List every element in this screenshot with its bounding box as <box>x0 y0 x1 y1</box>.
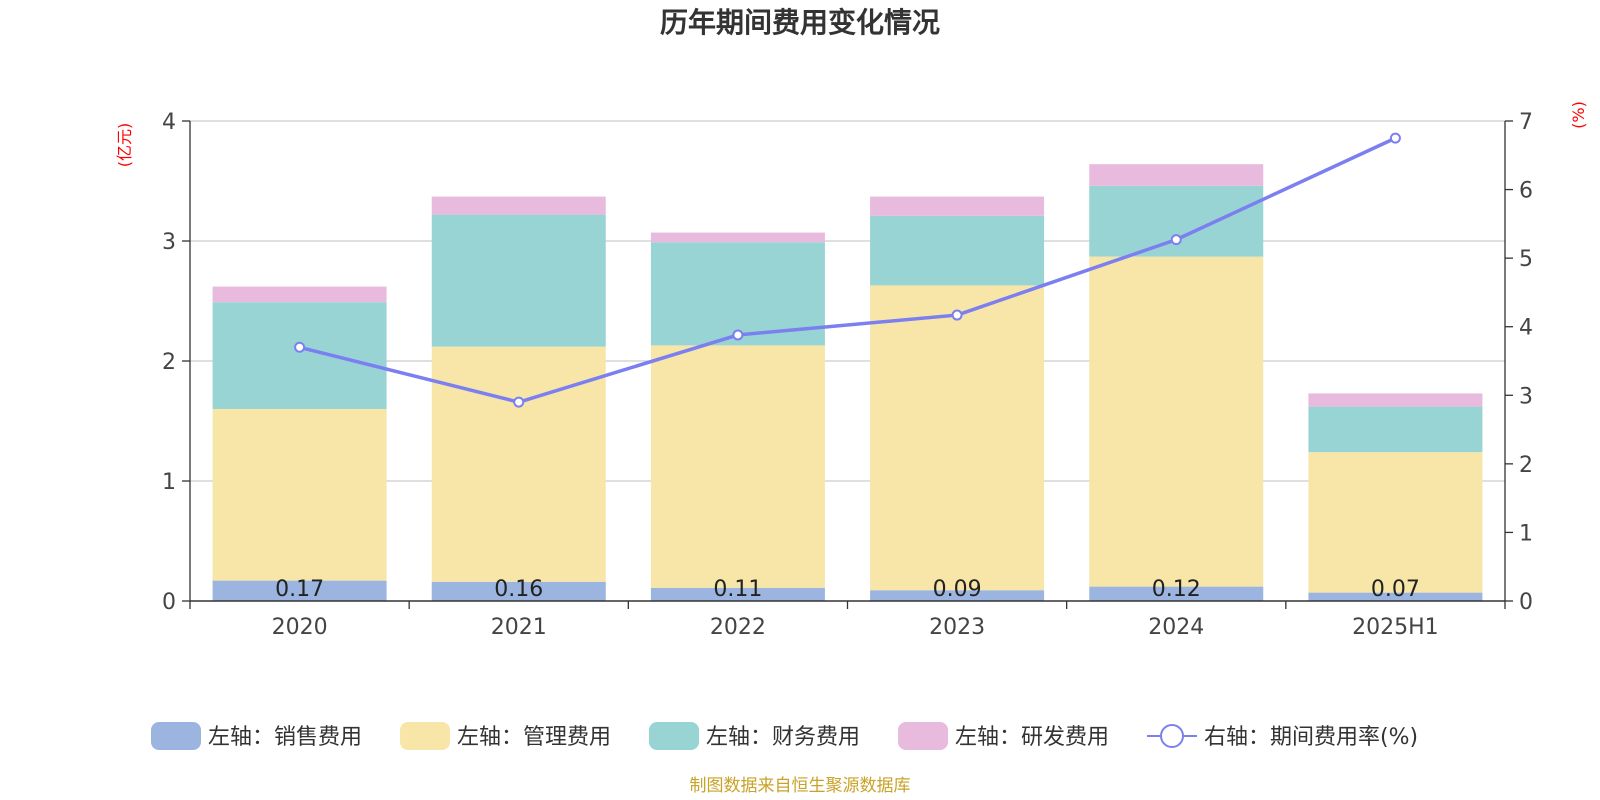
x-axis-tick-label: 2024 <box>1148 615 1204 640</box>
legend-label: 左轴：研发费用 <box>955 725 1109 750</box>
bar-segment <box>212 286 387 303</box>
bar-data-label: 0.09 <box>933 577 982 602</box>
bar-segment <box>212 302 387 409</box>
legend-label: 左轴：销售费用 <box>208 725 362 750</box>
bar-segment <box>1308 393 1483 407</box>
bar-stacks <box>212 164 1483 601</box>
bar-segment <box>650 232 825 243</box>
axes: 0 1 2 3 4 0 1 2 3 4 5 6 7 2020 2021 2022 2023 2024 2025H1 <box>162 110 1533 640</box>
x-axis-tick-label: 2023 <box>929 615 985 640</box>
x-axis-tick-label: 2020 <box>272 615 328 640</box>
bar-segment <box>431 196 606 215</box>
bar-segment <box>870 590 1045 601</box>
bar-segment <box>1089 256 1264 587</box>
legend: 左轴：销售费用 左轴：管理费用 左轴：财务费用 左轴：研发费用 右轴：期间费用率(%) <box>151 722 1418 750</box>
line-point <box>513 396 525 408</box>
left-axis-tick-label: 4 <box>162 110 176 135</box>
bar-data-label: 0.11 <box>713 577 762 602</box>
legend-swatch <box>898 722 948 750</box>
x-axis-tick-label: 2021 <box>491 615 547 640</box>
bar-data-label: 0.17 <box>275 577 324 602</box>
bar-data-label: 0.07 <box>1371 577 1420 602</box>
line-point <box>1170 234 1182 246</box>
right-axis-tick-label: 4 <box>1519 316 1533 341</box>
left-axis-unit: (亿元) <box>115 123 134 168</box>
bar-segment <box>1308 452 1483 593</box>
bar-segment <box>1308 406 1483 453</box>
legend-label: 右轴：期间费用率(%) <box>1204 725 1418 750</box>
bar-segment <box>650 345 825 588</box>
bar-segment <box>1089 164 1264 186</box>
x-axis-tick-label: 2025H1 <box>1352 615 1439 640</box>
legend-label: 左轴：财务费用 <box>706 725 860 750</box>
right-axis-tick-label: 2 <box>1519 453 1533 478</box>
right-axis-tick-label: 1 <box>1519 521 1533 546</box>
bar-segment <box>212 409 387 581</box>
bar-segment <box>1089 586 1264 601</box>
bar-data-label: 0.12 <box>1152 577 1201 602</box>
bar-segment <box>870 285 1045 591</box>
legend-label: 左轴：管理费用 <box>457 725 611 750</box>
left-axis-tick-label: 3 <box>162 230 176 255</box>
left-axis-tick-label: 2 <box>162 350 176 375</box>
left-axis-tick-label: 1 <box>162 470 176 495</box>
data-labels: 0.17 0.16 0.11 0.09 0.12 0.07 <box>275 577 1420 602</box>
bar-segment <box>1089 185 1264 257</box>
right-axis-tick-label: 7 <box>1519 110 1533 135</box>
bar-segment <box>870 215 1045 286</box>
bar-segment <box>1308 592 1483 601</box>
bar-segment <box>870 196 1045 216</box>
line-series <box>299 136 1397 404</box>
right-axis-tick-label: 0 <box>1519 590 1533 615</box>
chart-title: 历年期间费用变化情况 <box>660 6 940 39</box>
bar-segment <box>212 580 387 601</box>
right-axis-tick-label: 3 <box>1519 384 1533 409</box>
source-note: 制图数据来自恒生聚源数据库 <box>690 776 911 796</box>
legend-swatch <box>151 722 201 750</box>
right-axis-tick-label: 6 <box>1519 179 1533 204</box>
x-axis-tick-label: 2022 <box>710 615 766 640</box>
legend-swatch <box>649 722 699 750</box>
right-axis-unit: (%) <box>1569 101 1588 129</box>
legend-marker <box>1160 724 1184 748</box>
line-point <box>732 329 744 341</box>
line-point <box>294 341 306 353</box>
bar-segment <box>431 214 606 347</box>
expense-rate-line <box>294 132 1401 408</box>
left-axis-tick-label: 0 <box>162 590 176 615</box>
bar-segment <box>650 587 825 601</box>
grid-lines <box>190 120 1505 482</box>
line-point <box>1389 132 1401 144</box>
bar-data-label: 0.16 <box>494 577 543 602</box>
bar-segment <box>431 581 606 601</box>
legend-swatch <box>400 722 450 750</box>
line-point <box>951 309 963 321</box>
right-axis-tick-label: 5 <box>1519 247 1533 272</box>
